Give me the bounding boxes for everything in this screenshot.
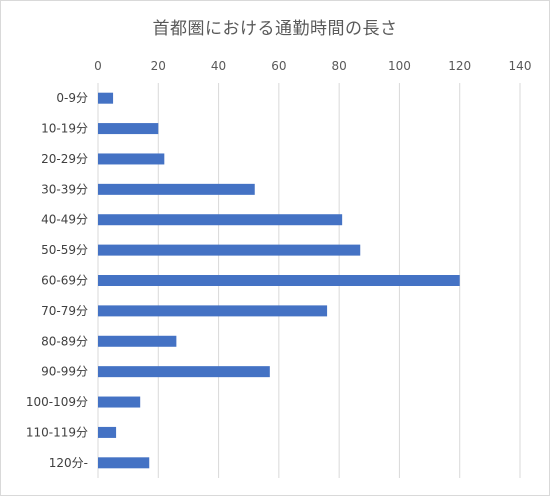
- category-label: 100-109分: [26, 395, 88, 409]
- category-label: 90-99分: [41, 365, 88, 379]
- bar: [98, 335, 177, 347]
- bar: [98, 244, 361, 256]
- x-tick-label: 140: [509, 59, 532, 73]
- bar: [98, 183, 255, 195]
- bars: [98, 92, 460, 469]
- x-tick-label: 80: [332, 59, 347, 73]
- category-label: 80-89分: [41, 334, 88, 348]
- x-tick-label: 60: [271, 59, 286, 73]
- x-tick-label: 20: [151, 59, 166, 73]
- bar: [98, 275, 460, 286]
- category-label: 20-29分: [41, 152, 88, 166]
- chart-title: 首都圏における通勤時間の長さ: [152, 19, 398, 39]
- category-label: 60-69分: [41, 274, 88, 288]
- bar: [98, 457, 150, 469]
- category-label: 120分-: [49, 456, 88, 470]
- bar: [98, 153, 165, 165]
- category-label: 10-19分: [41, 122, 88, 136]
- x-axis-ticks: 0 20 40 60 80 100 120 140: [94, 59, 531, 73]
- category-label: 40-49分: [41, 213, 88, 227]
- category-label: 70-79分: [41, 304, 88, 318]
- bar: [98, 366, 270, 378]
- x-tick-label: 40: [211, 59, 226, 73]
- category-label: 30-39分: [41, 182, 88, 196]
- bar: [98, 426, 117, 438]
- category-labels: 0-9分 10-19分 20-29分 30-39分 40-49分 50-59分 60-69分…: [26, 91, 88, 470]
- category-label: 50-59分: [41, 243, 88, 257]
- x-tick-label: 0: [94, 59, 102, 73]
- bar: [98, 92, 114, 104]
- bar: [98, 214, 343, 226]
- bar: [98, 305, 328, 317]
- bar: [98, 123, 159, 135]
- x-tick-label: 120: [448, 59, 471, 73]
- category-label: 0-9分: [56, 91, 88, 105]
- x-tick-label: 100: [388, 59, 411, 73]
- bar: [98, 396, 141, 408]
- category-label: 110-119分: [26, 425, 88, 439]
